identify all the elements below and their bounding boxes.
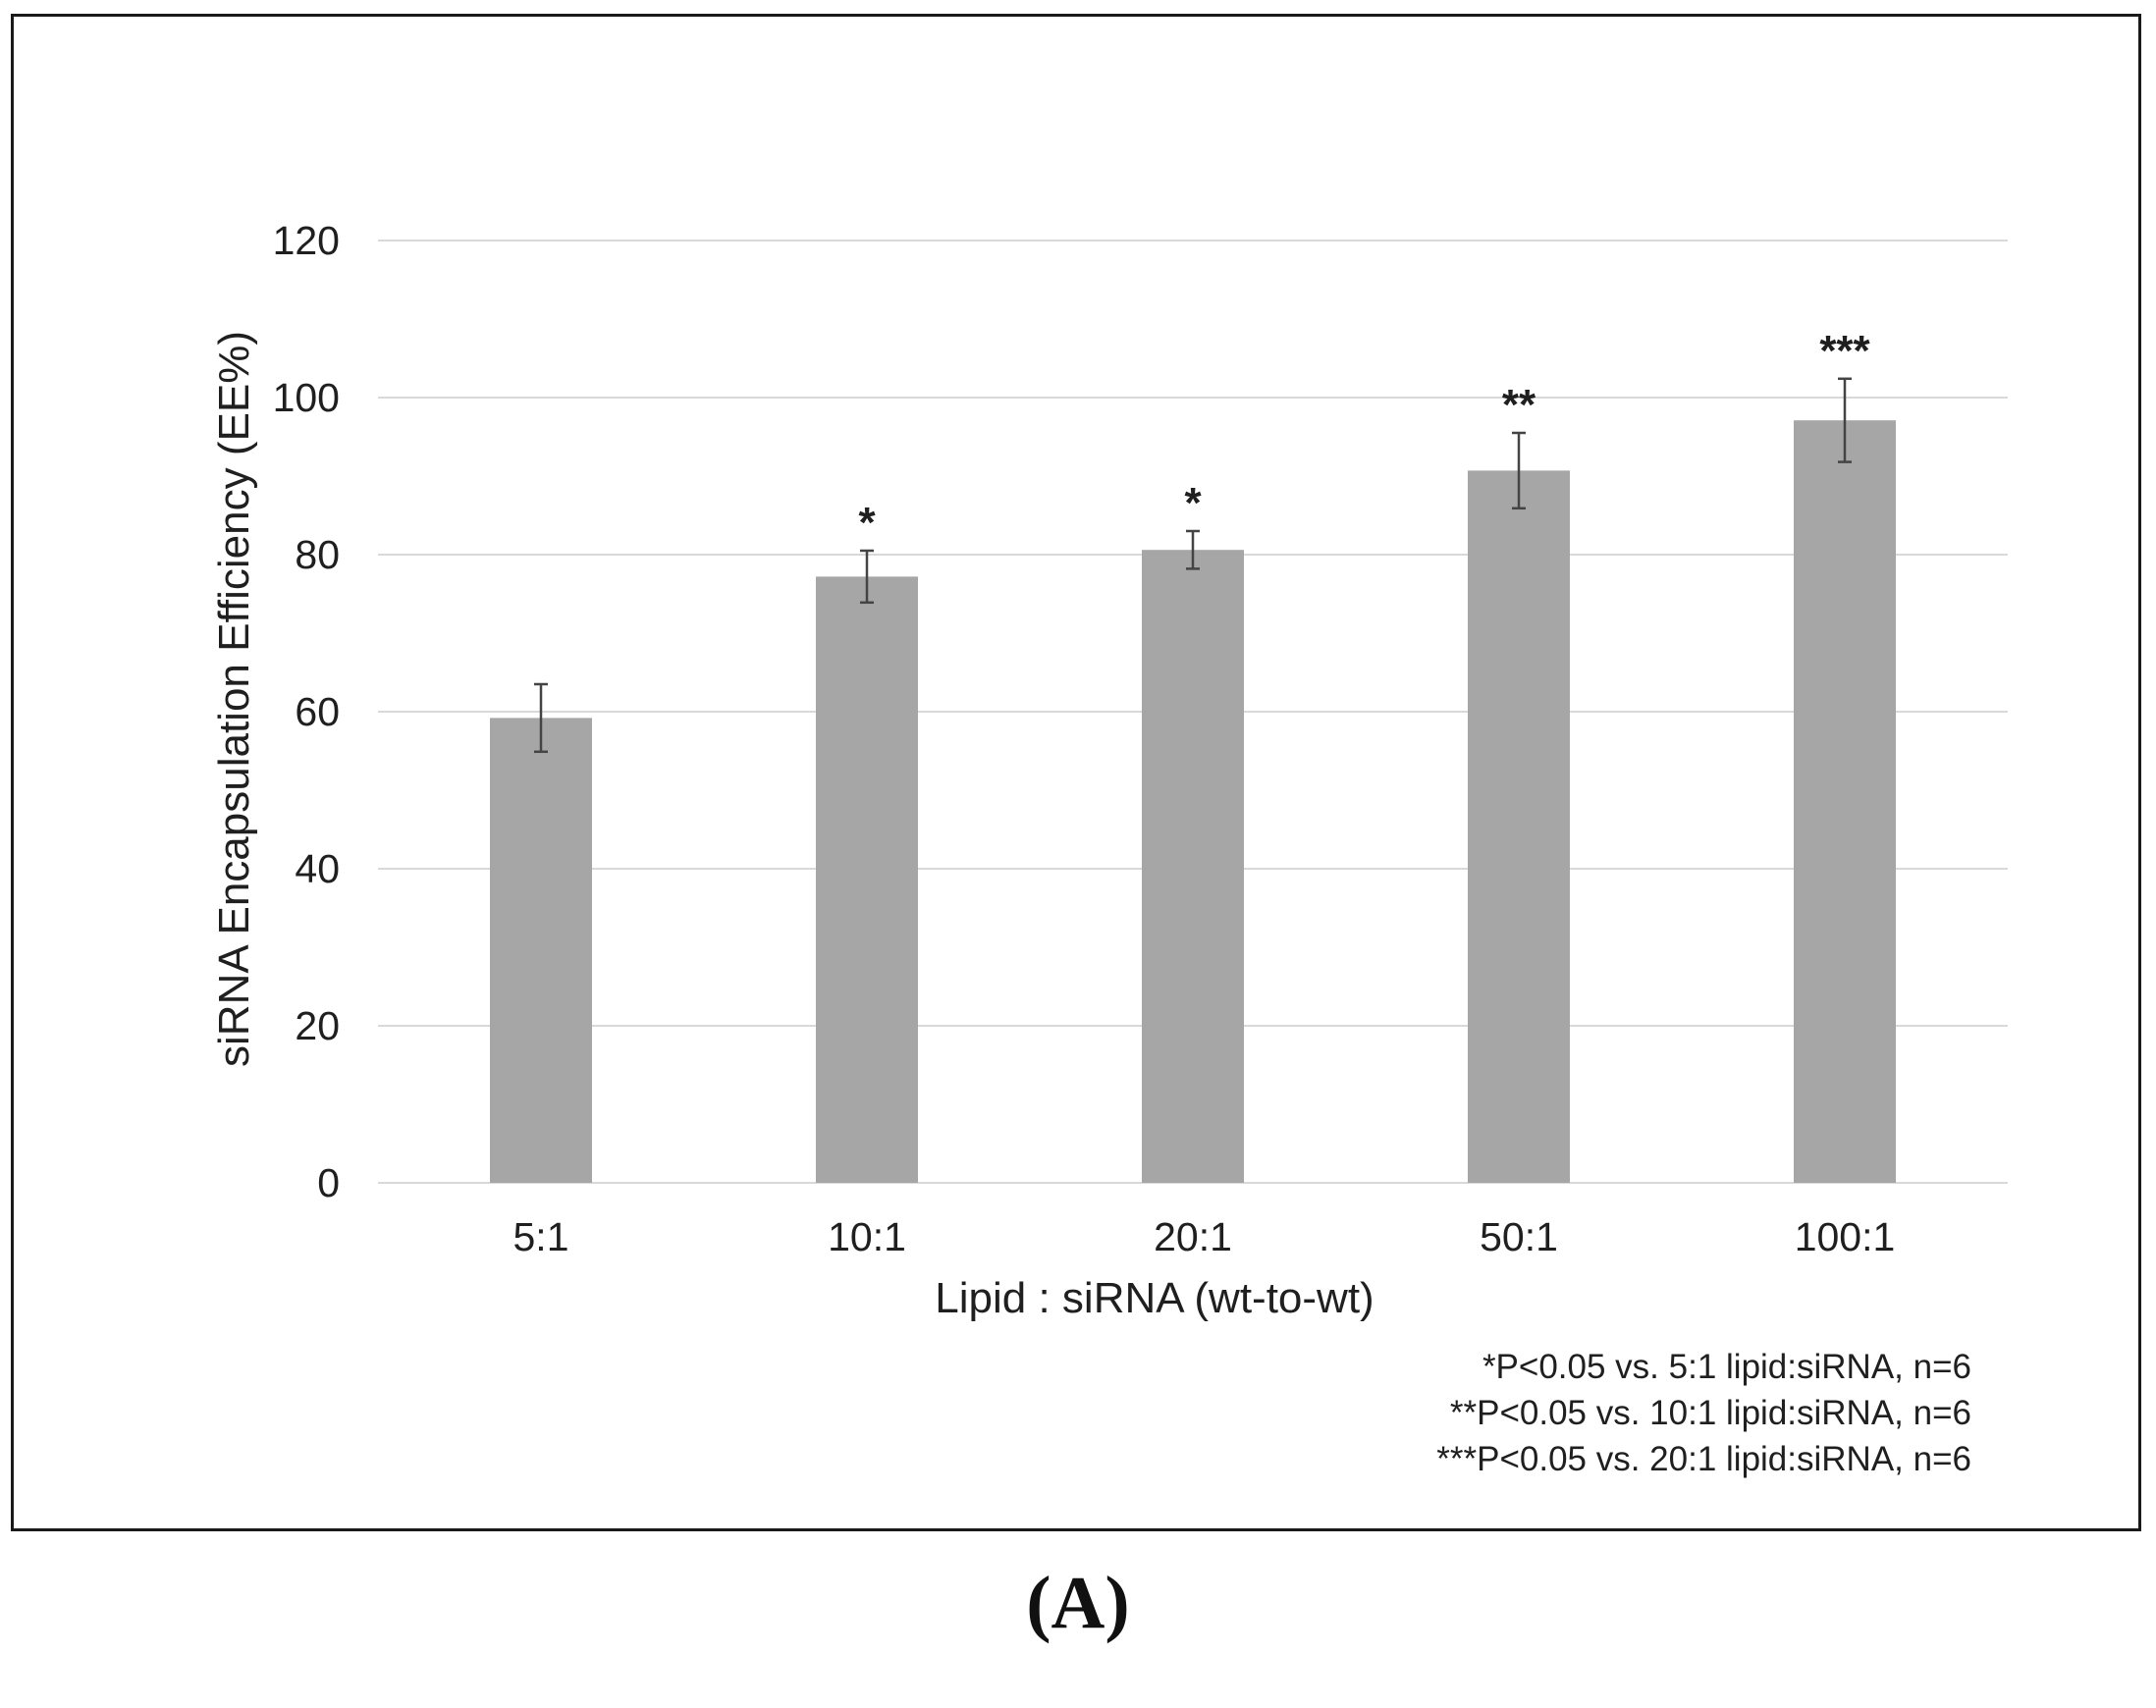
y-tick-label: 80 xyxy=(295,532,340,577)
bar xyxy=(490,718,592,1183)
x-tick-label: 5:1 xyxy=(513,1214,569,1259)
error-bar xyxy=(1186,529,1200,570)
bars xyxy=(490,420,1896,1183)
x-tick-label: 100:1 xyxy=(1795,1214,1896,1259)
gridlines xyxy=(378,240,2008,1184)
significance-markers: * ****** xyxy=(858,327,1870,547)
figure-frame xyxy=(11,14,2141,1531)
bar xyxy=(1468,470,1570,1183)
error-bar xyxy=(860,549,874,605)
y-tick-label: 100 xyxy=(273,375,340,420)
error-bars xyxy=(534,377,1852,754)
error-bar xyxy=(1512,431,1526,510)
x-tick-label: 20:1 xyxy=(1154,1214,1232,1259)
bar xyxy=(1142,550,1244,1183)
error-bar xyxy=(534,682,548,754)
y-tick-label: 0 xyxy=(317,1160,340,1205)
x-axis-title: Lipid : siRNA (wt-to-wt) xyxy=(935,1274,1374,1322)
y-tick-label: 40 xyxy=(295,846,340,891)
significance-marker: * xyxy=(1184,479,1202,527)
y-tick-label: 120 xyxy=(273,218,340,263)
error-bar xyxy=(1838,377,1852,463)
y-tick-label: 60 xyxy=(295,689,340,734)
y-tick-label: 20 xyxy=(295,1003,340,1048)
bar xyxy=(1794,420,1896,1183)
x-tick-label: 50:1 xyxy=(1480,1214,1558,1259)
bar xyxy=(816,576,918,1183)
footnote-2: **P<0.05 vs. 10:1 lipid:siRNA, n=6 xyxy=(1450,1394,1971,1432)
panel-label: (A) xyxy=(1026,1562,1130,1644)
y-tick-labels: 0 20 40 60 80 100 120 xyxy=(273,218,340,1205)
x-tick-label: 10:1 xyxy=(828,1214,906,1259)
x-tick-labels: 5:1 10:1 20:1 50:1 100:1 xyxy=(513,1214,1896,1259)
footnote-1: *P<0.05 vs. 5:1 lipid:siRNA, n=6 xyxy=(1482,1348,1971,1386)
y-axis-title: siRNA Encapsulation Efficiency (EE%) xyxy=(210,331,258,1067)
footnote-3: ***P<0.05 vs. 20:1 lipid:siRNA, n=6 xyxy=(1436,1440,1971,1478)
significance-marker: ** xyxy=(1502,381,1536,429)
significance-marker: * xyxy=(858,499,876,547)
footnotes: *P<0.05 vs. 5:1 lipid:siRNA, n=6 **P<0.0… xyxy=(1436,1348,1971,1478)
significance-marker: *** xyxy=(1819,327,1870,375)
